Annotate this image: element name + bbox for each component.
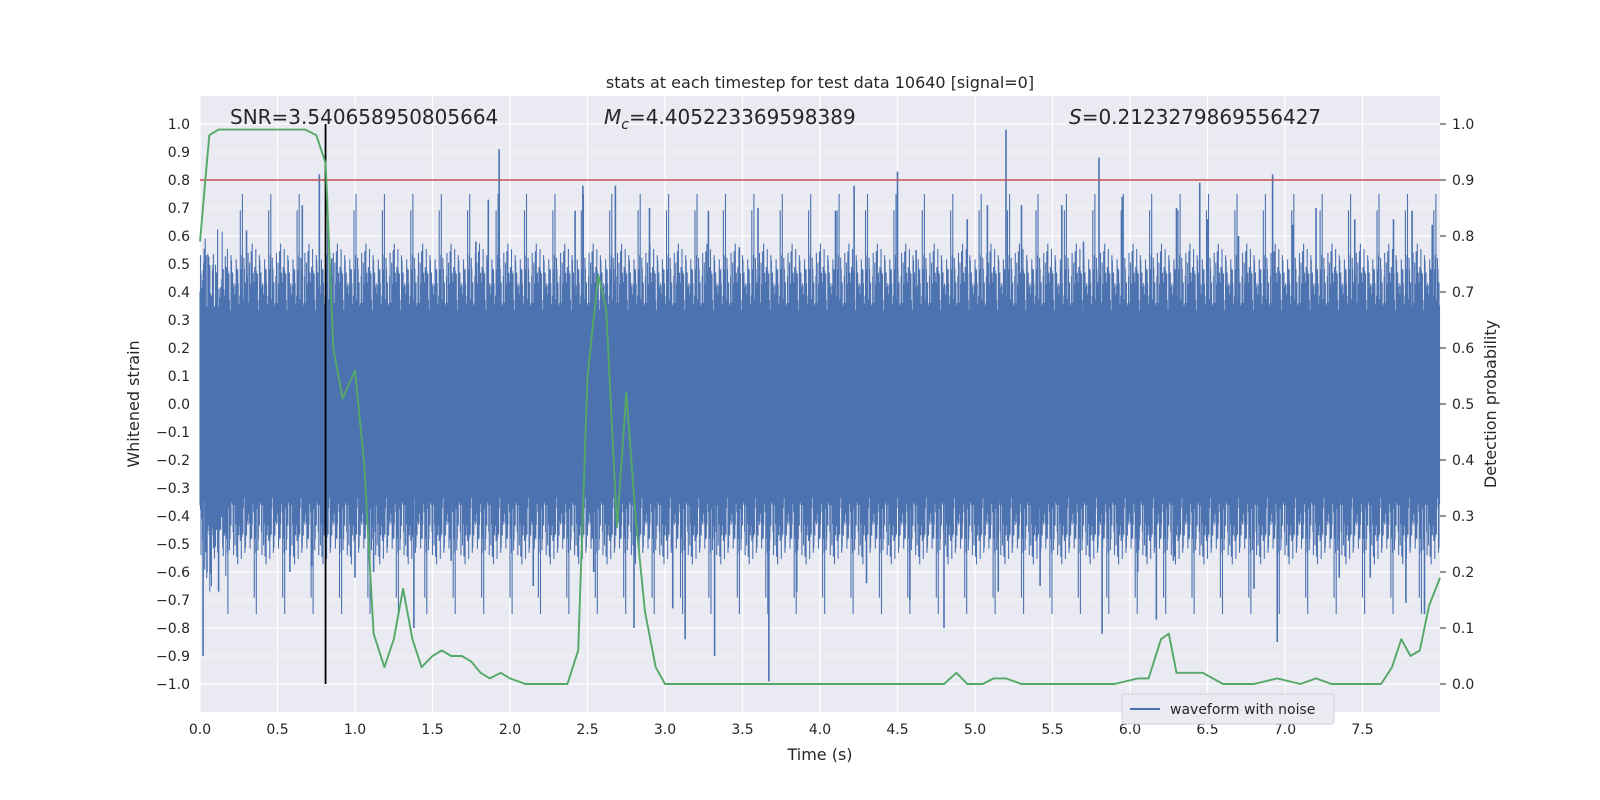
y-tick-label: 0.4 — [168, 285, 190, 301]
y-tick-label: −0.8 — [156, 621, 190, 637]
y-right-tick-label: 0.0 — [1452, 677, 1474, 693]
x-tick-label: 5.0 — [964, 722, 986, 738]
y-tick-label: −0.1 — [156, 425, 190, 441]
y-right-tick-label: 0.8 — [1452, 229, 1474, 245]
y-tick-label: −0.4 — [156, 509, 190, 525]
y-tick-label: −0.6 — [156, 565, 190, 581]
y-tick-label: 0.5 — [168, 257, 190, 273]
x-tick-label: 0.0 — [189, 722, 211, 738]
y-tick-label: −0.2 — [156, 453, 190, 469]
y-tick-label: 0.7 — [168, 201, 190, 217]
x-tick-label: 7.0 — [1274, 722, 1296, 738]
y-tick-label: −1.0 — [156, 677, 190, 693]
x-tick-label: 1.0 — [344, 722, 366, 738]
probability-line — [199, 128, 1441, 685]
y-tick-label: −0.9 — [156, 649, 190, 665]
snr-annotation: SNR=3.540658950805664 — [230, 105, 498, 129]
y-right-tick-label: 0.3 — [1452, 509, 1474, 525]
y-axis-right-label: Detection probability — [1481, 320, 1500, 488]
s-symbol: S — [1069, 105, 1082, 129]
y-tick-label: −0.5 — [156, 537, 190, 553]
s-annotation: S=0.2123279869556427 — [1069, 105, 1321, 129]
y-tick-label: −0.3 — [156, 481, 190, 497]
chirp-mass-value: =4.405223369598389 — [629, 105, 856, 129]
chart-title: stats at each timestep for test data 106… — [606, 73, 1034, 92]
chirp-mass-subscript: c — [621, 117, 629, 133]
y-tick-label: 0.6 — [168, 229, 190, 245]
y-tick-label: 0.0 — [168, 397, 190, 413]
waveform-noise — [199, 194, 1441, 614]
y-axis-label: Whitened strain — [124, 340, 143, 467]
y-tick-label: 0.9 — [168, 145, 190, 161]
x-tick-label: 5.5 — [1041, 722, 1063, 738]
legend-label: waveform with noise — [1170, 702, 1315, 718]
y-right-tick-label: 0.5 — [1452, 397, 1474, 413]
overlay-lines — [200, 124, 1440, 684]
probability-series — [199, 128, 1441, 685]
y-right-tick-label: 0.4 — [1452, 453, 1474, 469]
x-tick-label: 2.5 — [576, 722, 598, 738]
y-right-tick-label: 0.6 — [1452, 341, 1474, 357]
x-tick-label: 1.5 — [421, 722, 443, 738]
chirp-mass-annotation: Mc=4.405223369598389 — [604, 105, 856, 133]
y-right-tick-label: 0.1 — [1452, 621, 1474, 637]
y-tick-label: 0.2 — [168, 341, 190, 357]
waveform-series — [199, 129, 1441, 682]
legend: waveform with noise — [1121, 693, 1335, 725]
y-tick-label: 0.8 — [168, 173, 190, 189]
y-right-tick-label: 1.0 — [1452, 117, 1474, 133]
x-tick-label: 6.0 — [1119, 722, 1141, 738]
y-tick-label: 0.3 — [168, 313, 190, 329]
y-tick-label: −0.7 — [156, 593, 190, 609]
x-tick-label: 0.5 — [266, 722, 288, 738]
x-tick-label: 6.5 — [1196, 722, 1218, 738]
legend-box — [1121, 693, 1335, 725]
x-tick-label: 4.0 — [809, 722, 831, 738]
y-right-tick-label: 0.9 — [1452, 173, 1474, 189]
s-value: =0.2123279869556427 — [1082, 105, 1321, 129]
y-right-tick-label: 0.2 — [1452, 565, 1474, 581]
y-tick-label: 0.1 — [168, 369, 190, 385]
tick-labels: 0.0 0.5 1.0 1.5 2.0 2.5 3.0 3.5 4.0 4.5 5.0 5.5 6.0 6… — [156, 117, 1474, 738]
x-tick-label: 4.5 — [886, 722, 908, 738]
y-right-tick-label: 0.7 — [1452, 285, 1474, 301]
y-tick-label: 1.0 — [168, 117, 190, 133]
x-axis-label: Time (s) — [786, 745, 852, 764]
x-tick-label: 3.5 — [731, 722, 753, 738]
chirp-mass-symbol: M — [604, 105, 621, 129]
x-tick-label: 2.0 — [499, 722, 521, 738]
x-tick-label: 7.5 — [1351, 722, 1373, 738]
x-tick-label: 3.0 — [654, 722, 676, 738]
